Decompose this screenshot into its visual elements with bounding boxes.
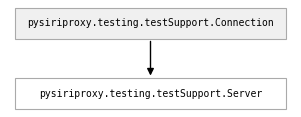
Text: pysiriproxy.testing.testSupport.Server: pysiriproxy.testing.testSupport.Server <box>39 89 262 99</box>
FancyBboxPatch shape <box>15 78 286 109</box>
Text: pysiriproxy.testing.testSupport.Connection: pysiriproxy.testing.testSupport.Connecti… <box>27 18 274 28</box>
FancyArrowPatch shape <box>148 41 153 74</box>
FancyBboxPatch shape <box>15 8 286 39</box>
